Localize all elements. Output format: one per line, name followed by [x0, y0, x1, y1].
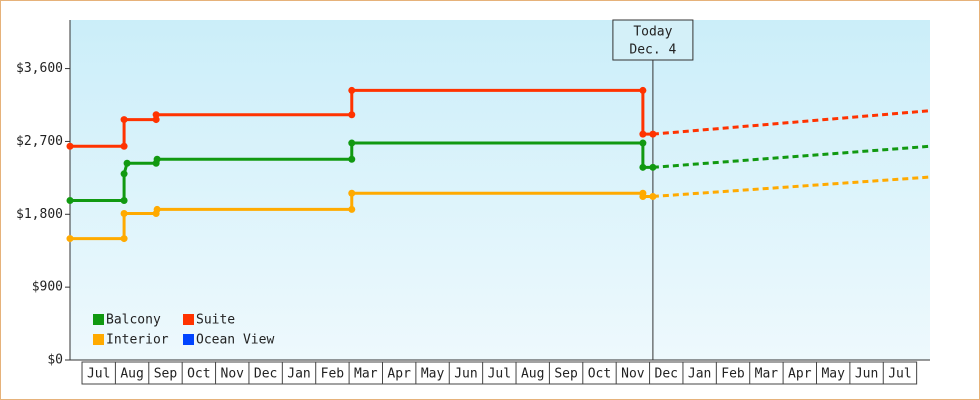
price-point — [152, 111, 160, 119]
price-point — [348, 189, 356, 197]
price-point — [123, 159, 131, 167]
legend-swatch — [93, 334, 104, 345]
x-tick-label: Jul — [488, 367, 511, 382]
today-box — [612, 19, 694, 61]
price-point — [120, 170, 128, 178]
legend-label: Interior — [106, 333, 169, 348]
price-point — [348, 205, 356, 213]
legend-swatch — [183, 334, 194, 345]
price-point — [639, 139, 647, 147]
price-point — [120, 197, 128, 205]
price-point — [120, 209, 128, 217]
price-point — [120, 142, 128, 150]
price-point — [639, 130, 647, 138]
price-point — [120, 116, 128, 124]
x-tick-label: Aug — [120, 367, 143, 382]
forecast-line — [652, 109, 931, 136]
legend-swatch — [183, 314, 194, 325]
y-tick-label: $900 — [32, 280, 63, 295]
price-point — [66, 197, 74, 205]
price-line — [70, 88, 653, 148]
forecast-line — [652, 144, 931, 169]
y-tick-label: $1,800 — [16, 207, 63, 222]
price-point — [639, 86, 647, 94]
x-tick-label: Dec — [655, 367, 678, 382]
price-point — [66, 142, 74, 150]
x-tick-label: Sep — [554, 367, 578, 382]
legend-label: Ocean View — [196, 333, 274, 348]
price-point — [153, 155, 161, 163]
price-point — [348, 111, 356, 119]
x-tick-label: Oct — [588, 367, 611, 382]
legend-label: Suite — [196, 313, 235, 328]
x-tick-label: Nov — [621, 367, 645, 382]
x-tick-label: Jul — [888, 367, 911, 382]
forecast-line — [652, 175, 931, 198]
x-tick-label: Jan — [688, 367, 711, 382]
x-tick-label: Aug — [521, 367, 544, 382]
x-tick-label: Jul — [87, 367, 110, 382]
x-tick-label: Jan — [287, 367, 310, 382]
price-point — [639, 163, 647, 171]
x-tick-label: Oct — [187, 367, 210, 382]
plot-area — [70, 20, 930, 360]
x-tick-label: May — [421, 367, 445, 382]
x-tick-label: Dec — [254, 367, 277, 382]
x-tick-label: Nov — [221, 367, 245, 382]
x-tick-label: Mar — [354, 367, 378, 382]
x-tick-label: May — [821, 367, 845, 382]
price-point — [66, 235, 74, 243]
x-tick-label: Apr — [788, 367, 812, 382]
y-tick-label: $2,700 — [16, 134, 63, 149]
x-tick-label: Feb — [721, 367, 745, 382]
price-point — [348, 155, 356, 163]
x-tick-label: Apr — [387, 367, 411, 382]
price-point — [348, 139, 356, 147]
today-date: Dec. 4 — [629, 43, 676, 58]
x-tick-label: Feb — [321, 367, 345, 382]
x-tick-label: Mar — [755, 367, 779, 382]
month-strip — [81, 361, 918, 385]
y-tick-label: $3,600 — [16, 61, 63, 76]
price-point — [348, 86, 356, 94]
y-tick-label: $0 — [47, 353, 63, 368]
today-label: Today — [633, 25, 672, 40]
legend-swatch — [93, 314, 104, 325]
price-point — [153, 205, 161, 213]
price-point — [639, 192, 647, 200]
x-tick-label: Sep — [154, 367, 178, 382]
x-tick-label: Jun — [454, 367, 477, 382]
legend-label: Balcony — [106, 313, 161, 328]
price-point — [152, 116, 160, 124]
price-point — [120, 235, 128, 243]
x-tick-label: Jun — [855, 367, 878, 382]
